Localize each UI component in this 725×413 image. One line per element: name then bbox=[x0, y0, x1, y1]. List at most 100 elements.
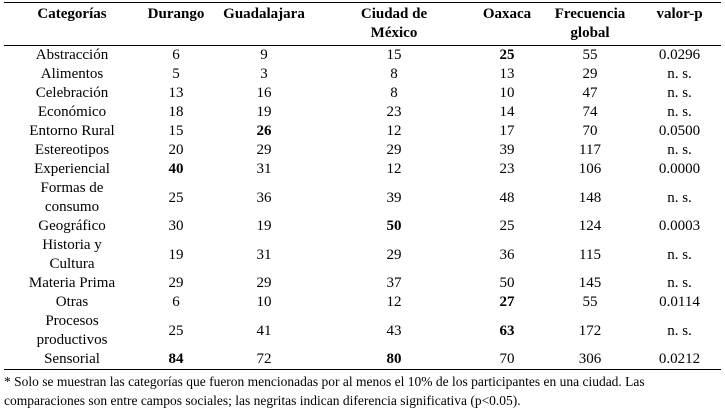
value-cell: 29 bbox=[582, 66, 598, 82]
value-cell: 41 bbox=[256, 322, 272, 339]
category-cell: Alimentos bbox=[40, 66, 104, 82]
value-cell: 9 bbox=[260, 47, 268, 63]
table-row: Entorno Rural 15 26 12 17 70 0.0500 bbox=[4, 122, 721, 141]
value-cell: 12 bbox=[386, 123, 402, 139]
value-cell: 19 bbox=[256, 104, 272, 120]
category-cell: Formas de consumo bbox=[40, 180, 104, 215]
value-cell: 29 bbox=[168, 275, 184, 291]
value-cell: 117 bbox=[579, 142, 601, 158]
value-cell: 8 bbox=[390, 85, 398, 101]
column-header: Durango bbox=[140, 2, 212, 46]
value-cell: 3 bbox=[260, 66, 268, 82]
category-cell: Celebración bbox=[35, 85, 109, 101]
table-row: Materia Prima 29 29 37 50 145 n. s. bbox=[4, 274, 721, 293]
value-cell: n. s. bbox=[667, 66, 692, 82]
table-row: Historia y Cultura 19 31 29 36 115 n. s. bbox=[4, 236, 721, 274]
value-cell: 19 bbox=[256, 218, 272, 234]
value-cell: 47 bbox=[582, 85, 598, 101]
table-row: Abstracción 6 9 15 25 55 0.0296 bbox=[4, 46, 721, 66]
category-cell: Estereotipos bbox=[34, 142, 110, 158]
category-cell: Abstracción bbox=[35, 47, 109, 63]
value-cell: 55 bbox=[582, 294, 598, 310]
value-cell: 0.0212 bbox=[638, 350, 721, 370]
value-cell: 14 bbox=[499, 104, 515, 120]
category-cell: Económico bbox=[37, 104, 107, 120]
value-cell: 16 bbox=[256, 85, 272, 101]
value-cell: 63 bbox=[499, 322, 515, 339]
value-cell: 0.0003 bbox=[658, 218, 701, 234]
column-header: Guadalajara bbox=[212, 2, 316, 46]
table-row: Procesos productivos 25 41 43 63 172 n. s. bbox=[4, 312, 721, 350]
value-cell: 25 bbox=[499, 47, 515, 63]
value-cell: 40 bbox=[168, 161, 184, 177]
value-cell: n. s. bbox=[667, 275, 692, 291]
value-cell: 124 bbox=[578, 218, 602, 234]
value-cell: 6 bbox=[172, 294, 180, 310]
value-cell: 50 bbox=[499, 275, 515, 291]
value-cell: n. s. bbox=[667, 85, 692, 101]
value-cell: 5 bbox=[172, 66, 180, 82]
value-cell: 13 bbox=[499, 66, 515, 82]
value-cell: 19 bbox=[168, 246, 184, 263]
value-cell: 31 bbox=[256, 246, 272, 263]
table-row: Experiencial 40 31 12 23 106 0.0000 bbox=[4, 160, 721, 179]
column-header: Categorías bbox=[4, 2, 140, 46]
header-row: Categorías Durango Guadalajara Ciudad de Mé… bbox=[4, 2, 721, 46]
value-cell: 23 bbox=[386, 104, 402, 120]
value-cell: 36 bbox=[256, 189, 272, 206]
value-cell: 80 bbox=[316, 350, 472, 370]
table-row: Estereotipos 20 29 29 39 117 n. s. bbox=[4, 141, 721, 160]
value-cell: 6 bbox=[172, 47, 180, 63]
value-cell: 84 bbox=[140, 350, 212, 370]
value-cell: 39 bbox=[499, 142, 515, 158]
value-cell: 12 bbox=[386, 294, 402, 310]
value-cell: 13 bbox=[168, 85, 184, 101]
column-header: Oaxaca bbox=[472, 2, 542, 46]
value-cell: n. s. bbox=[667, 246, 692, 263]
value-cell: 172 bbox=[578, 322, 602, 339]
value-cell: 26 bbox=[256, 123, 272, 139]
value-cell: 37 bbox=[386, 275, 402, 291]
footnote: * Solo se muestran las categorías que fu… bbox=[4, 374, 645, 408]
value-cell: 48 bbox=[499, 189, 515, 206]
category-cell: Historia y Cultura bbox=[42, 237, 102, 272]
category-cell: Sensorial bbox=[4, 350, 140, 370]
table-row: Otras 6 10 12 27 55 0.0114 bbox=[4, 293, 721, 312]
value-cell: 0.0296 bbox=[658, 47, 701, 63]
value-cell: 27 bbox=[499, 294, 515, 310]
category-cell: Entorno Rural bbox=[29, 123, 115, 139]
value-cell: n. s. bbox=[667, 104, 692, 120]
value-cell: 43 bbox=[386, 322, 402, 339]
frequency-table: Categorías Durango Guadalajara Ciudad de Mé… bbox=[4, 2, 721, 370]
value-cell: 20 bbox=[168, 142, 184, 158]
value-cell: 50 bbox=[386, 218, 402, 234]
table-row: Celebración 13 16 8 10 47 n. s. bbox=[4, 84, 721, 103]
value-cell: 70 bbox=[582, 123, 598, 139]
value-cell: 15 bbox=[168, 123, 184, 139]
value-cell: 17 bbox=[499, 123, 515, 139]
value-cell: 29 bbox=[386, 246, 402, 263]
column-header: Frecuencia global bbox=[542, 2, 638, 46]
value-cell: 145 bbox=[578, 275, 602, 291]
table-row: Económico 18 19 23 14 74 n. s. bbox=[4, 103, 721, 122]
value-cell: 55 bbox=[582, 47, 598, 63]
value-cell: 0.0500 bbox=[658, 123, 701, 139]
value-cell: 30 bbox=[168, 218, 184, 234]
category-cell: Geográfico bbox=[38, 218, 106, 234]
value-cell: 31 bbox=[256, 161, 272, 177]
value-cell: 148 bbox=[578, 189, 602, 206]
value-cell: 25 bbox=[168, 322, 184, 339]
value-cell: 70 bbox=[472, 350, 542, 370]
value-cell: 74 bbox=[582, 104, 598, 120]
value-cell: 18 bbox=[168, 104, 184, 120]
table-row: Formas de consumo 25 36 39 48 148 n. s. bbox=[4, 179, 721, 217]
value-cell: 29 bbox=[256, 142, 272, 158]
value-cell: 72 bbox=[212, 350, 316, 370]
value-cell: 0.0114 bbox=[659, 294, 700, 310]
value-cell: n. s. bbox=[667, 322, 692, 339]
category-cell: Experiencial bbox=[34, 161, 110, 177]
value-cell: 106 bbox=[578, 161, 602, 177]
value-cell: 12 bbox=[386, 161, 402, 177]
